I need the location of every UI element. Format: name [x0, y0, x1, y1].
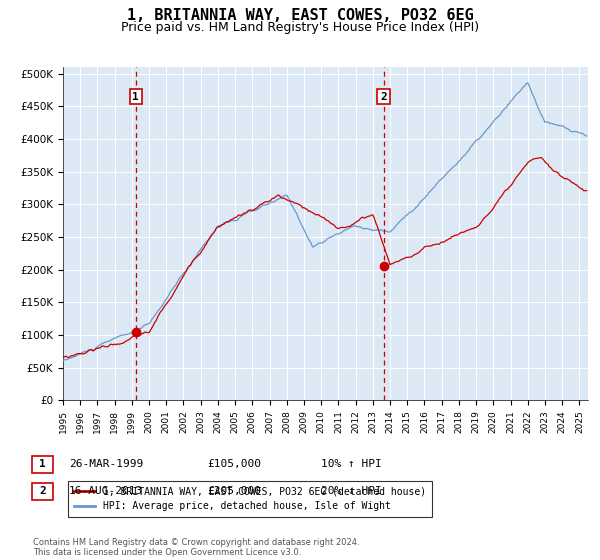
- Text: Contains HM Land Registry data © Crown copyright and database right 2024.
This d: Contains HM Land Registry data © Crown c…: [33, 538, 359, 557]
- Bar: [32, 456, 53, 473]
- Text: 10% ↑ HPI: 10% ↑ HPI: [321, 459, 382, 469]
- Text: 20% ↓ HPI: 20% ↓ HPI: [321, 486, 382, 496]
- Text: 1: 1: [39, 459, 46, 469]
- Text: £205,000: £205,000: [207, 486, 261, 496]
- Text: 1: 1: [133, 92, 139, 101]
- Legend: 1, BRITANNIA WAY, EAST COWES, PO32 6EG (detached house), HPI: Average price, det: 1, BRITANNIA WAY, EAST COWES, PO32 6EG (…: [68, 480, 432, 517]
- Bar: [32, 483, 53, 500]
- Text: 2: 2: [39, 486, 46, 496]
- Text: 16-AUG-2013: 16-AUG-2013: [69, 486, 143, 496]
- Text: 1, BRITANNIA WAY, EAST COWES, PO32 6EG: 1, BRITANNIA WAY, EAST COWES, PO32 6EG: [127, 8, 473, 24]
- Text: Price paid vs. HM Land Registry's House Price Index (HPI): Price paid vs. HM Land Registry's House …: [121, 21, 479, 34]
- Text: 26-MAR-1999: 26-MAR-1999: [69, 459, 143, 469]
- Text: £105,000: £105,000: [207, 459, 261, 469]
- Text: 2: 2: [380, 92, 387, 101]
